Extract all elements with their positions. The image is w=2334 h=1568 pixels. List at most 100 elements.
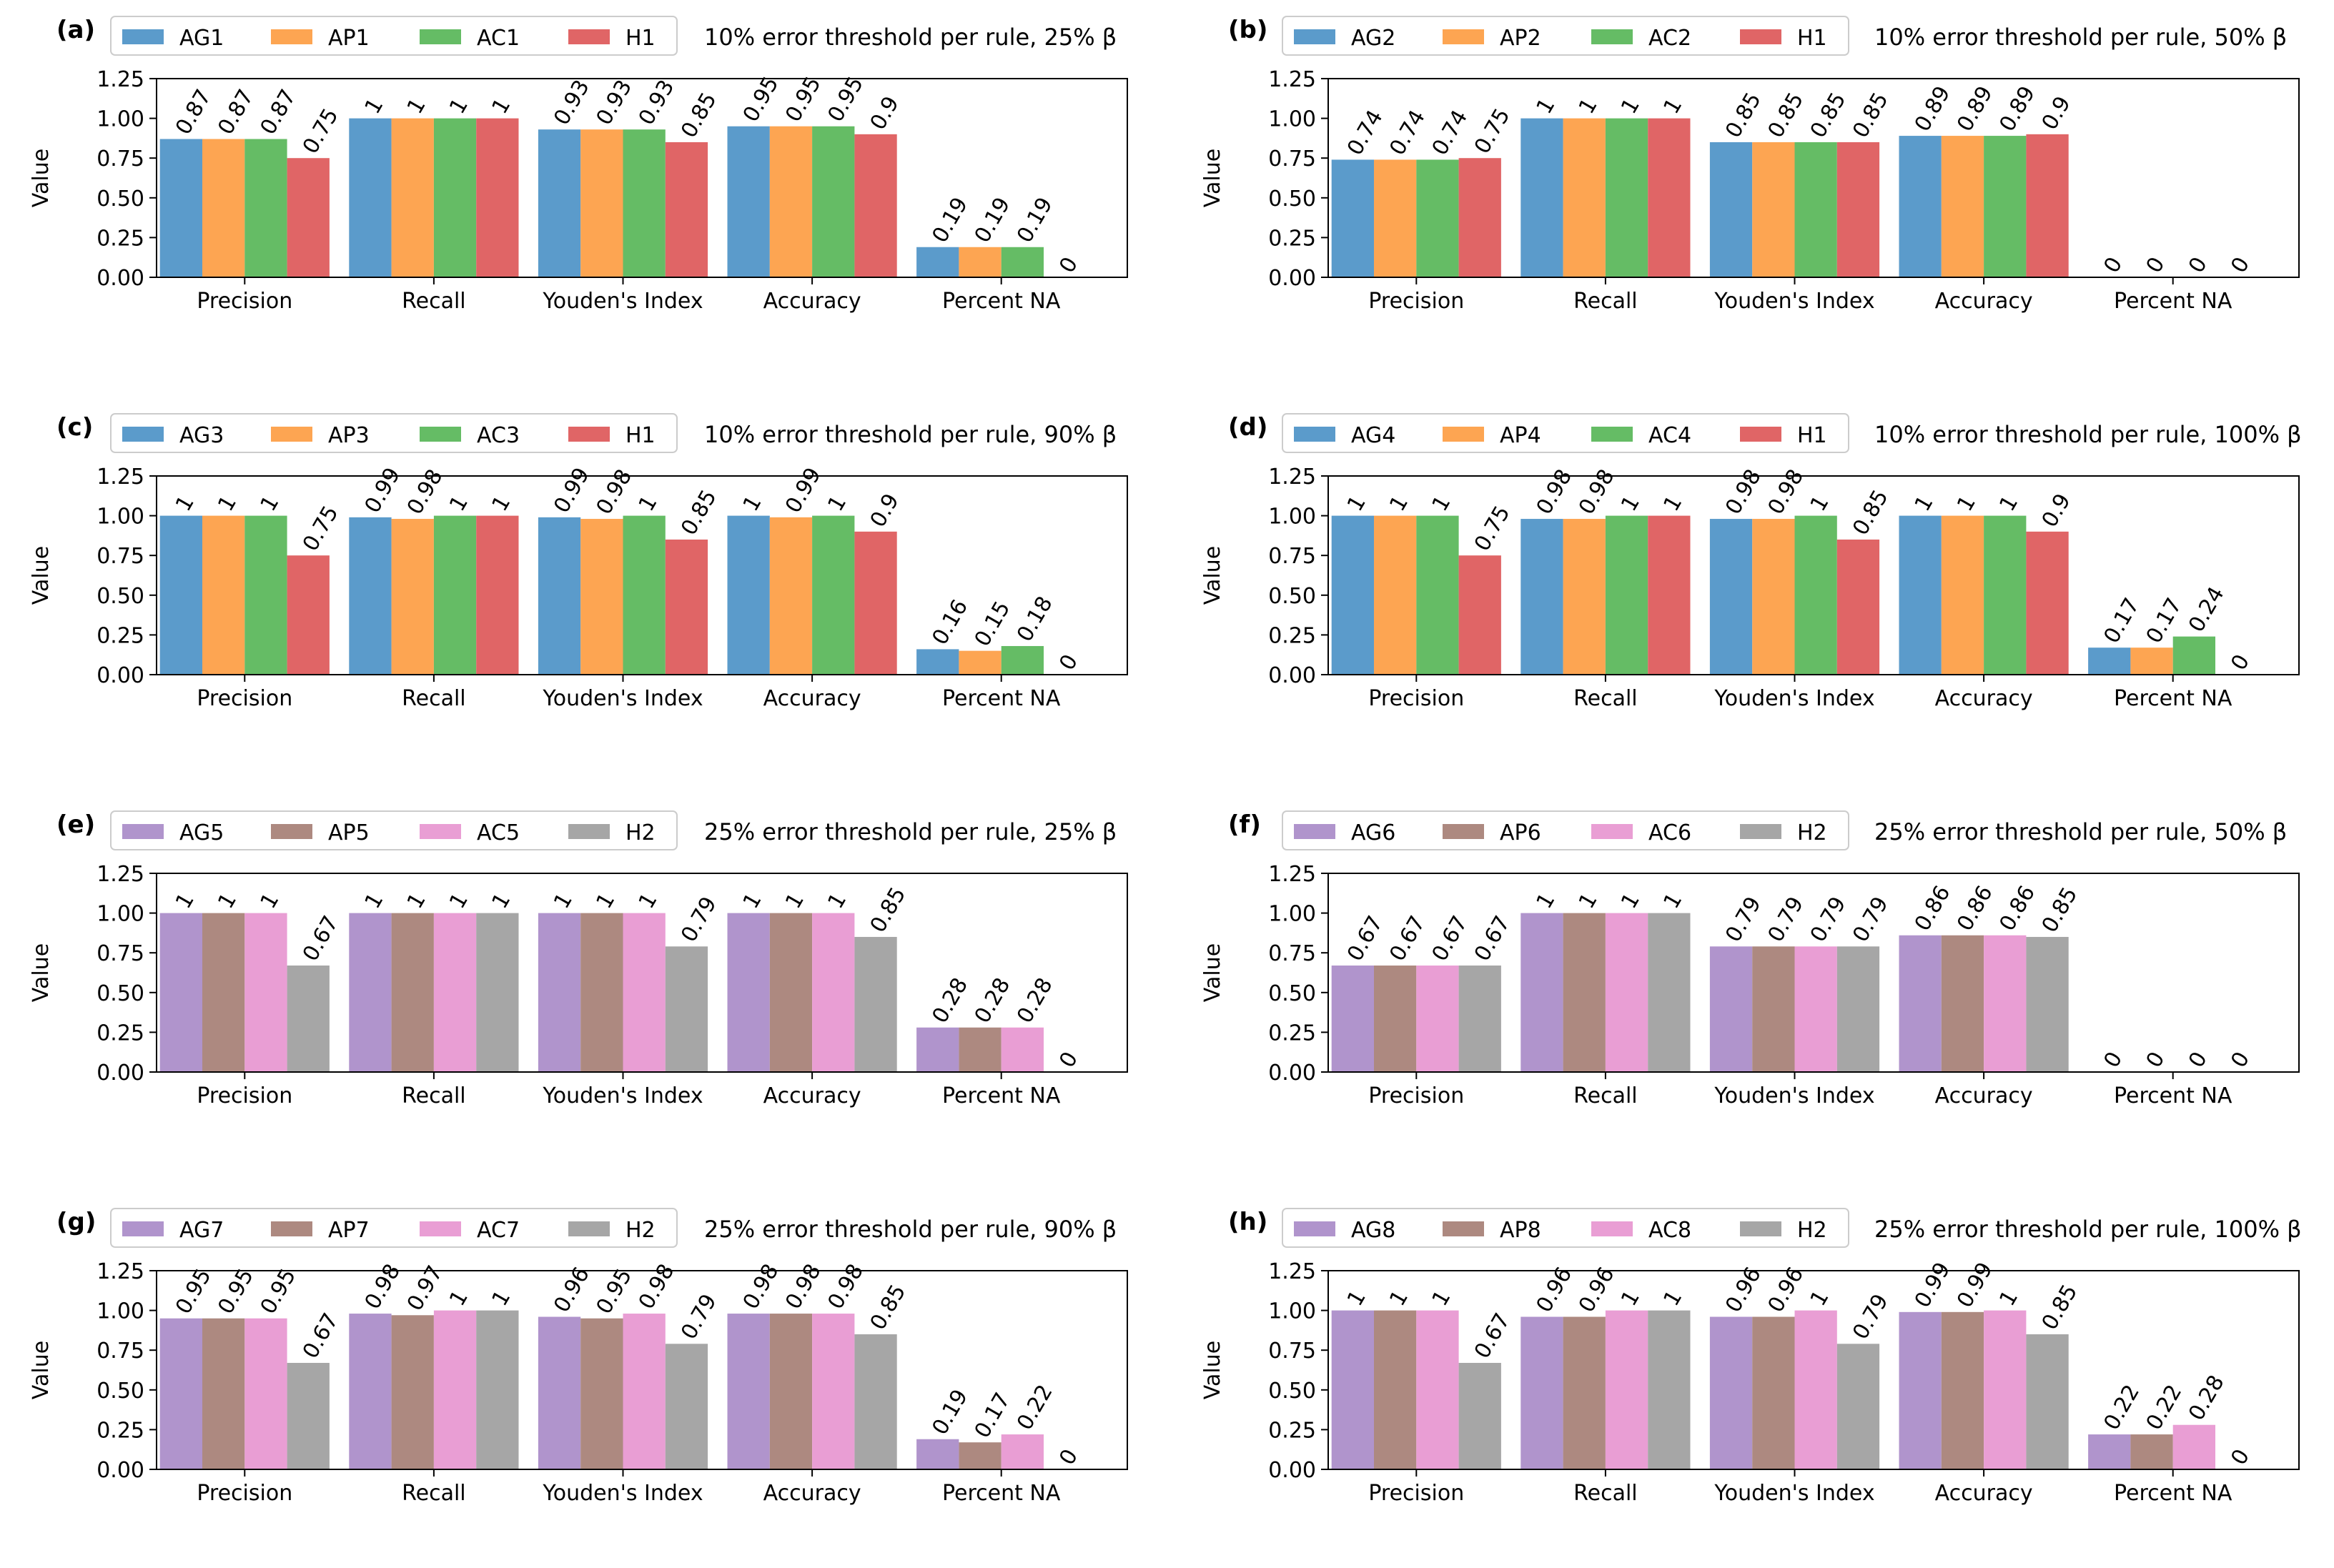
bar-ac3 [244,515,287,675]
legend-label-ag8: AG8 [1351,1218,1395,1243]
legend: AG1 AP1 AC1 H1 [110,16,678,56]
chart-title: 10% error threshold per rule, 90% β [704,421,1117,448]
legend-swatch-ap3 [271,427,312,442]
x-tick-label: Accuracy [1935,686,2033,711]
y-tick-label: 0.75 [97,1339,144,1364]
bar-ap8 [1752,1316,1795,1469]
bar-ac5 [1001,1027,1044,1072]
bar-ag7 [916,1439,959,1469]
y-tick-label: 0.00 [97,1061,144,1086]
legend-label-h1: H1 [625,423,656,448]
bar-ac6 [1984,935,2027,1072]
panel-label: (c) [56,413,93,442]
bar-ac2 [1416,159,1459,277]
bar-ac2 [1794,142,1837,277]
bar-ap5 [391,913,434,1072]
y-tick-label: 1.00 [1268,107,1316,132]
bar-ag3 [916,649,959,675]
legend-swatch-ac6 [1591,824,1633,839]
y-tick-label: 0.75 [1268,544,1316,569]
legend-label-ac3: AC3 [477,423,520,448]
bar-ag1 [538,129,581,277]
x-tick-label: Youden's Index [1714,1481,1874,1506]
legend-label-h2: H2 [1797,820,1827,845]
legend-swatch-ap4 [1443,427,1484,442]
bar-value-label: 1 [256,492,285,516]
bar-h2 [854,1334,897,1469]
bar-value-label: 0 [2226,650,2255,675]
x-tick-label: Accuracy [763,686,861,711]
y-tick-label: 0.25 [97,1021,144,1046]
panel-label: (f) [1228,810,1261,839]
bar-ac1 [1001,247,1044,277]
x-tick-label: Recall [402,686,466,711]
bar-ap1 [202,139,245,277]
bar-value-label: 0.75 [1470,502,1515,555]
y-tick-label: 1.00 [1268,1299,1316,1324]
y-tick-label: 0.50 [97,981,144,1006]
y-axis-label: Value [1200,149,1225,207]
legend-label-h1: H1 [1797,26,1827,51]
bar-ap5 [202,913,245,1072]
bar-value-label: 0.89 [1952,82,1998,136]
bar-ap3 [202,515,245,675]
bar-value-label: 0.85 [1721,89,1766,142]
bar-h2 [1648,913,1691,1072]
legend-label-ag1: AG1 [179,26,224,51]
bar-value-label: 1 [1658,492,1687,516]
legend-swatch-ac4 [1591,427,1633,442]
bar-value-label: 1 [1994,492,2023,516]
y-tick-label: 0.75 [1268,1339,1316,1364]
bar-value-label: 1 [1428,1286,1456,1311]
y-tick-label: 1.25 [1268,67,1316,92]
x-tick-label: Youden's Index [542,686,703,711]
bar-value-label: 0.85 [866,883,911,937]
bar-value-label: 0.9 [2037,490,2076,532]
x-tick-label: Accuracy [1935,1083,2033,1108]
bar-ac4 [1605,515,1648,675]
x-tick-label: Accuracy [763,289,861,314]
x-tick-label: Youden's Index [542,289,703,314]
legend: AG4 AP4 AC4 H1 [1282,413,1849,453]
legend-swatch-ap6 [1443,824,1484,839]
x-tick-label: Precision [1368,1083,1464,1108]
bar-value-label: 1 [171,492,199,516]
y-axis-label: Value [29,546,54,605]
legend-label-ac6: AC6 [1648,820,1691,845]
legend-label-ag6: AG6 [1351,820,1395,845]
y-tick-label: 0.00 [1268,663,1316,688]
bar-h1 [854,531,897,675]
bar-ap3 [959,650,1002,675]
bar-value-label: 0.67 [1470,1309,1515,1363]
bar-h1 [476,515,519,675]
bar-h2 [2026,936,2069,1072]
bar-value-label: 0.28 [927,973,973,1027]
x-tick-label: Precision [197,289,292,314]
bar-ac1 [244,139,287,277]
bar-value-label: 1 [1806,1286,1834,1311]
bar-ap7 [769,1314,813,1469]
x-tick-label: Accuracy [1935,1481,2033,1506]
bar-value-label: 0.85 [676,89,722,142]
y-tick-label: 1.25 [97,465,144,490]
x-tick-label: Youden's Index [1714,1083,1874,1108]
bar-h2 [854,936,897,1072]
bar-h2 [1836,1344,1880,1469]
bar-value-label: 0.86 [1994,881,2040,935]
bar-value-label: 0.67 [1385,912,1430,966]
legend-frame [1282,413,1849,453]
legend: AG6 AP6 AC6 H2 [1282,810,1849,850]
legend-swatch-ap5 [271,824,312,839]
y-tick-label: 0.25 [1268,623,1316,648]
bar-ag1 [727,126,770,277]
bar-value-label: 0 [1054,1445,1083,1469]
axes-frame [1327,1270,2300,1470]
y-axis-label: Value [1200,1341,1225,1399]
legend-frame [110,413,678,453]
legend-swatch-ag1 [122,29,164,44]
y-tick-label: 0.50 [97,584,144,609]
bar-value-label: 0.98 [591,465,637,519]
bar-ag7 [727,1314,770,1469]
bar-value-label: 0.79 [1806,893,1851,946]
